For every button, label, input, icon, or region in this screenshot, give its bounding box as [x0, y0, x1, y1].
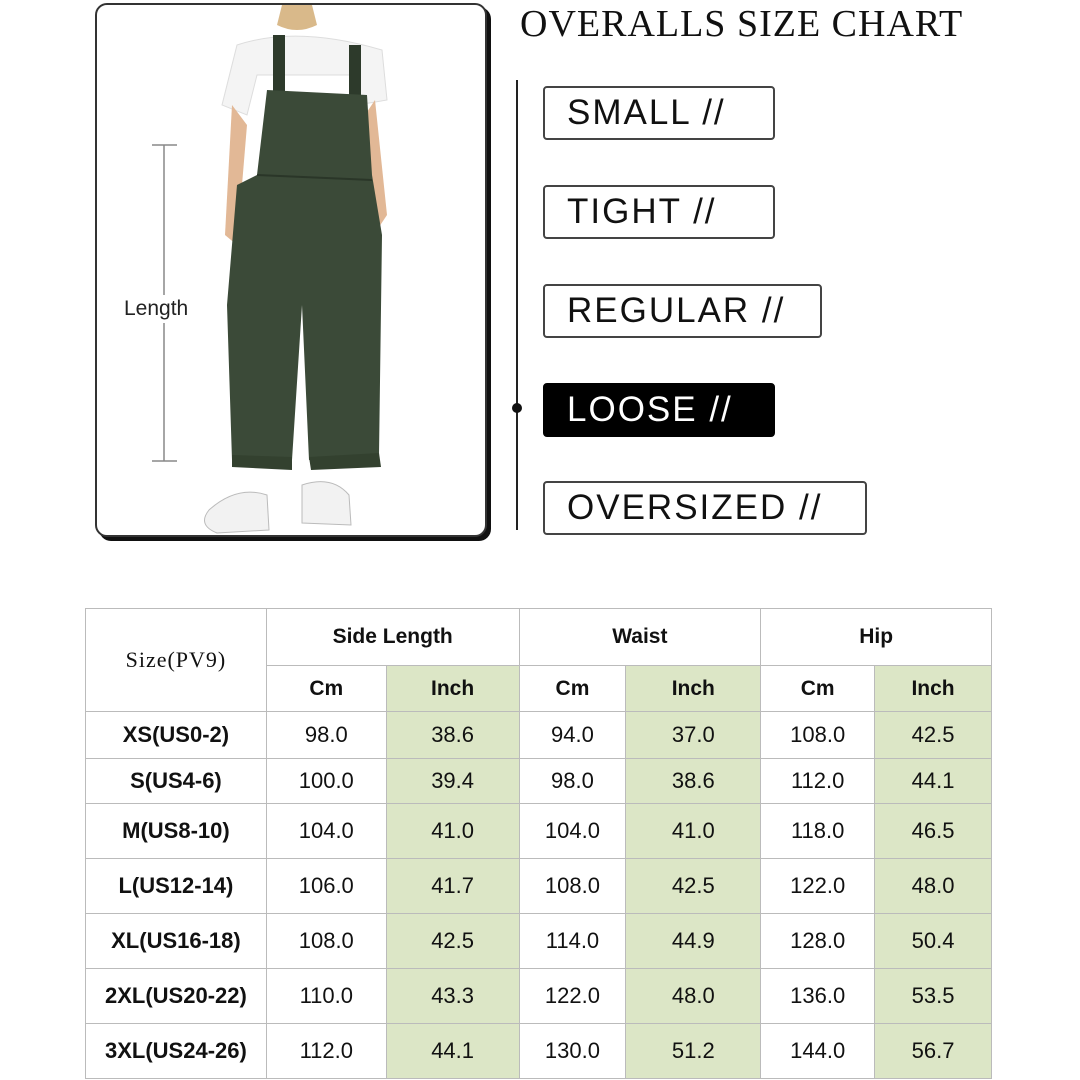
value-cell: 41.0: [625, 803, 762, 859]
value-cell: 122.0: [518, 968, 627, 1024]
value-cell: 41.7: [385, 858, 520, 914]
value-cell: 38.6: [385, 711, 520, 759]
value-cell: 112.0: [760, 758, 876, 804]
table-row: M(US8-10) 104.0 41.0 104.0 41.0 118.0 46.5: [85, 803, 992, 859]
value-cell: 108.0: [265, 913, 387, 969]
product-photo: Length: [95, 3, 487, 537]
value-cell: 56.7: [874, 1023, 992, 1079]
value-cell: 104.0: [518, 803, 627, 859]
value-cell: 118.0: [760, 803, 876, 859]
value-cell: 114.0: [518, 913, 627, 969]
value-cell: 108.0: [760, 711, 876, 759]
size-cell: XS(US0-2): [85, 711, 267, 759]
value-cell: 37.0: [625, 711, 762, 759]
value-cell: 98.0: [518, 758, 627, 804]
value-cell: 112.0: [265, 1023, 387, 1079]
value-cell: 51.2: [625, 1023, 762, 1079]
unit-header: Cm: [265, 665, 387, 712]
value-cell: 42.5: [625, 858, 762, 914]
unit-header: Cm: [518, 665, 627, 712]
size-cell: L(US12-14): [85, 858, 267, 914]
waist-header: Waist: [518, 608, 762, 666]
unit-header: Inch: [874, 665, 992, 712]
value-cell: 122.0: [760, 858, 876, 914]
table-row: XS(US0-2) 98.0 38.6 94.0 37.0 108.0 42.5: [85, 711, 992, 759]
size-cell: XL(US16-18): [85, 913, 267, 969]
hip-header: Hip: [760, 608, 992, 666]
value-cell: 38.6: [625, 758, 762, 804]
table-row: 3XL(US24-26) 112.0 44.1 130.0 51.2 144.0 56.7: [85, 1023, 992, 1079]
value-cell: 128.0: [760, 913, 876, 969]
value-cell: 53.5: [874, 968, 992, 1024]
fit-small: SMALL //: [543, 86, 775, 140]
page-title: OVERALLS SIZE CHART: [520, 3, 964, 45]
fit-loose-selected: LOOSE //: [543, 383, 775, 437]
value-cell: 94.0: [518, 711, 627, 759]
value-cell: 98.0: [265, 711, 387, 759]
value-cell: 130.0: [518, 1023, 627, 1079]
fit-indicator-dot: [512, 403, 522, 413]
value-cell: 48.0: [874, 858, 992, 914]
value-cell: 136.0: [760, 968, 876, 1024]
value-cell: 144.0: [760, 1023, 876, 1079]
value-cell: 42.5: [874, 711, 992, 759]
fit-tight: TIGHT //: [543, 185, 775, 239]
overalls-model-illustration: [152, 5, 388, 534]
value-cell: 44.9: [625, 913, 762, 969]
value-cell: 48.0: [625, 968, 762, 1024]
value-cell: 106.0: [265, 858, 387, 914]
value-cell: 104.0: [265, 803, 387, 859]
value-cell: 100.0: [265, 758, 387, 804]
size-cell: 2XL(US20-22): [85, 968, 267, 1024]
table-row: S(US4-6) 100.0 39.4 98.0 38.6 112.0 44.1: [85, 758, 992, 804]
unit-header: Inch: [625, 665, 762, 712]
table-row: XL(US16-18) 108.0 42.5 114.0 44.9 128.0 50.4: [85, 913, 992, 969]
value-cell: 110.0: [265, 968, 387, 1024]
value-cell: 39.4: [385, 758, 520, 804]
unit-header: Inch: [385, 665, 520, 712]
value-cell: 44.1: [874, 758, 992, 804]
table-row: L(US12-14) 106.0 41.7 108.0 42.5 122.0 48.0: [85, 858, 992, 914]
unit-header: Cm: [760, 665, 876, 712]
length-label: Length: [124, 295, 189, 323]
value-cell: 43.3: [385, 968, 520, 1024]
value-cell: 44.1: [385, 1023, 520, 1079]
fit-scale-line: [516, 80, 518, 530]
size-cell: S(US4-6): [85, 758, 267, 804]
value-cell: 108.0: [518, 858, 627, 914]
fit-regular: REGULAR //: [543, 284, 822, 338]
value-cell: 42.5: [385, 913, 520, 969]
value-cell: 46.5: [874, 803, 992, 859]
size-header: Size(PV9): [85, 608, 267, 712]
fit-oversized: OVERSIZED //: [543, 481, 867, 535]
size-cell: 3XL(US24-26): [85, 1023, 267, 1079]
value-cell: 50.4: [874, 913, 992, 969]
table-row: 2XL(US20-22) 110.0 43.3 122.0 48.0 136.0 53.5: [85, 968, 992, 1024]
side-length-header: Side Length: [265, 608, 520, 666]
size-chart-table: Size(PV9) Side Length Waist Hip Cm Inch Cm…: [85, 608, 992, 1079]
value-cell: 41.0: [385, 803, 520, 859]
size-cell: M(US8-10): [85, 803, 267, 859]
